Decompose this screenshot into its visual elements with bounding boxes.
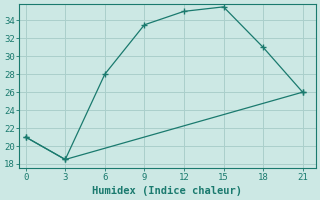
X-axis label: Humidex (Indice chaleur): Humidex (Indice chaleur) [92, 186, 243, 196]
